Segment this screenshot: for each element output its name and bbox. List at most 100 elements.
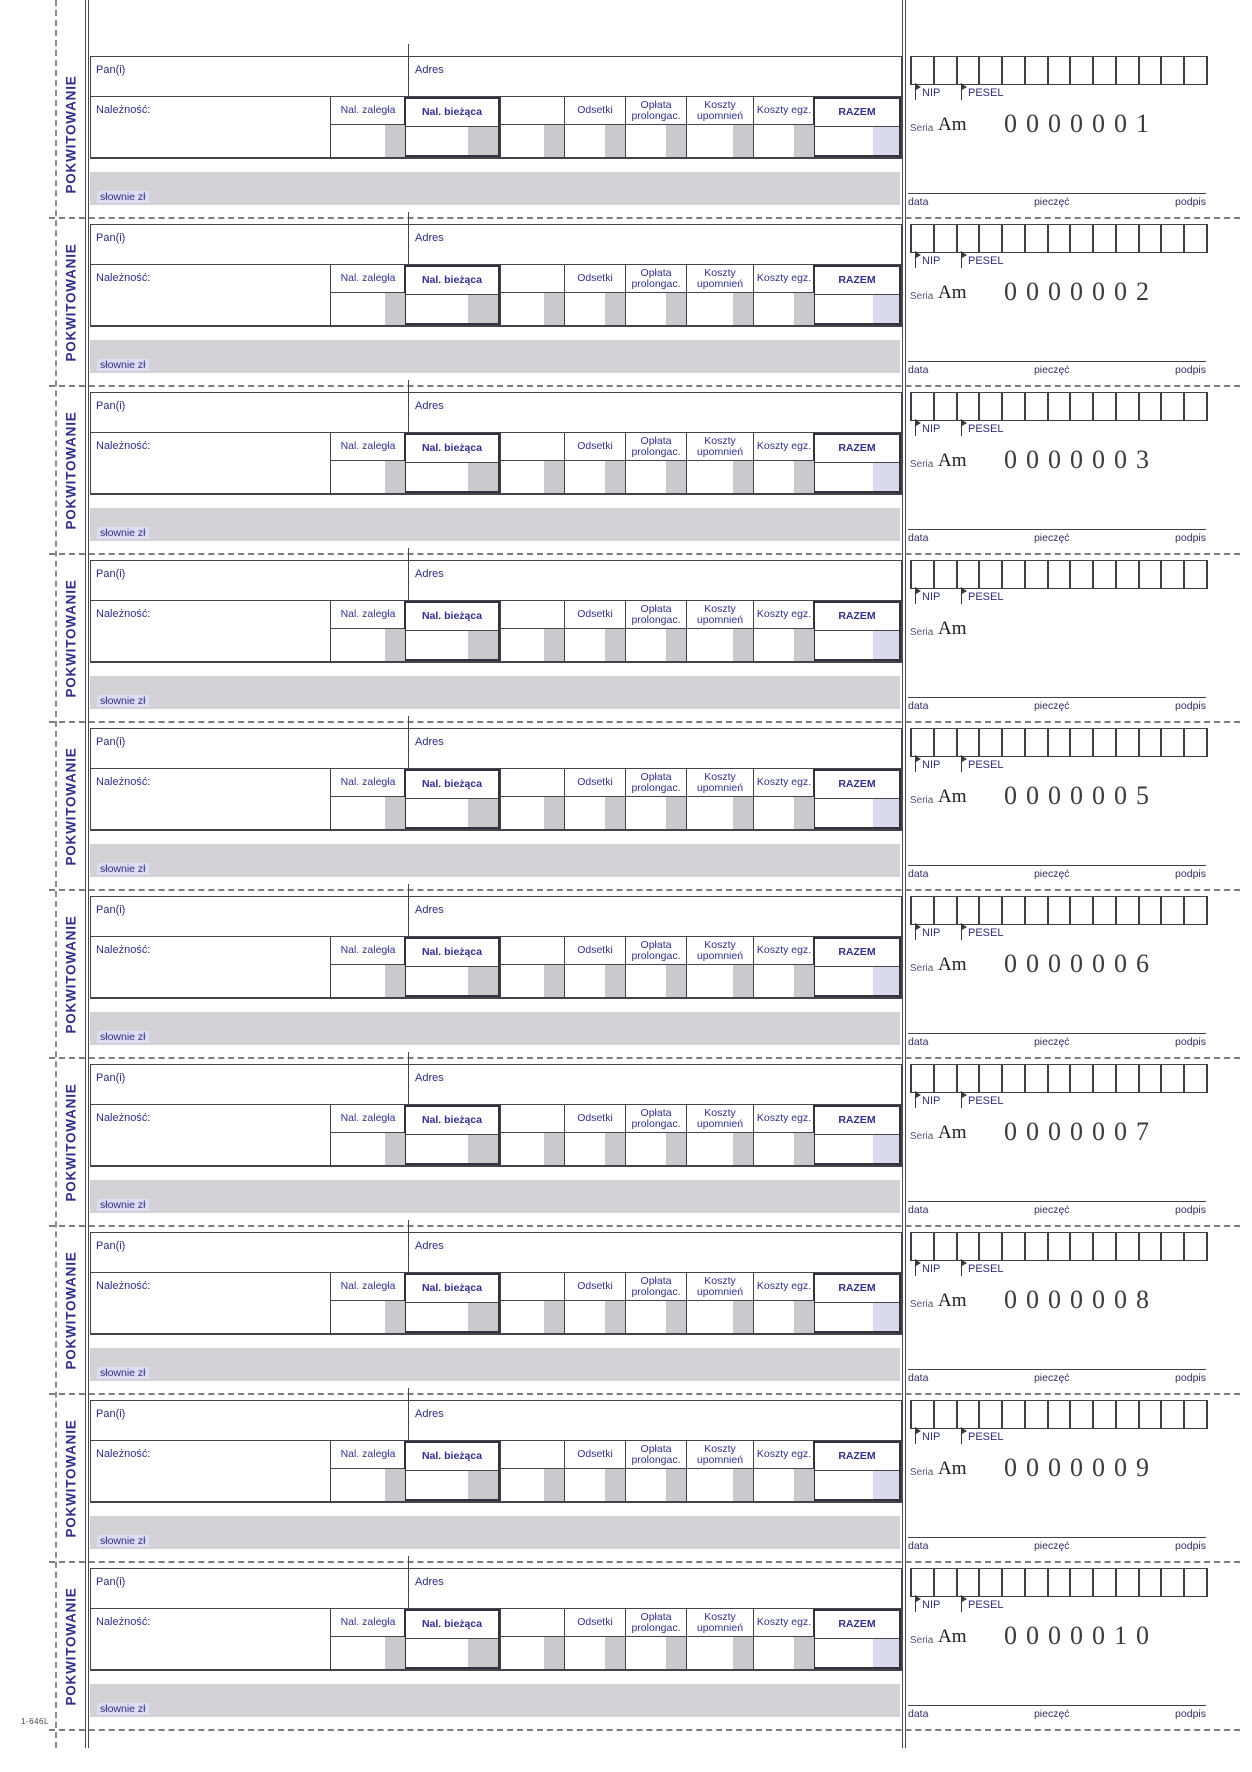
slownie-label: słownie zł <box>97 1535 149 1547</box>
name-address-row: Pan(i) Adres <box>91 44 901 97</box>
grosze-shade <box>794 461 814 493</box>
col-header: Koszty upomnień <box>687 1609 753 1637</box>
digit-box <box>935 1233 958 1260</box>
digit-box <box>1094 1065 1117 1092</box>
digit-box <box>1071 561 1095 588</box>
digit-box <box>958 1065 981 1092</box>
digit-box <box>1185 1569 1208 1596</box>
slownie-band: słownie zł <box>90 172 900 205</box>
grosze-shade <box>544 125 564 157</box>
grosze-shade <box>468 1471 498 1499</box>
podpis-label: podpis <box>1175 700 1206 712</box>
col-value-cell <box>754 293 814 325</box>
adres-field: Adres <box>408 380 901 432</box>
col-koszty-upomnien: Koszty upomnień <box>686 1441 753 1501</box>
naleznosc-label: Należność: <box>96 440 151 452</box>
col-header: Nal. bieżąca <box>406 1443 498 1471</box>
col-value-cell <box>331 461 405 493</box>
serial-number: 0000009 <box>1004 1453 1158 1482</box>
grosze-shade <box>468 463 498 491</box>
footer-labels: data pieczęć podpis <box>908 1204 1206 1216</box>
receipt-strip: POKWITOWANIE Pan(i) Adres Należność: Nal… <box>0 1052 1252 1227</box>
pesel-label: PESEL <box>961 1259 1003 1276</box>
nip-start-tick <box>915 83 916 100</box>
col-header: Odsetki <box>565 433 625 461</box>
col-header: Nal. bieżąca <box>406 435 498 463</box>
grosze-shade <box>544 461 564 493</box>
col-value-cell <box>754 797 814 829</box>
pan-field: Pan(i) <box>91 561 408 600</box>
pan-label: Pan(i) <box>96 1408 126 1420</box>
pesel-label: PESEL <box>961 419 1003 436</box>
col-header <box>501 937 564 965</box>
nip-start-arrow-icon <box>916 756 921 762</box>
grosze-shade <box>873 1639 899 1667</box>
col-value-cell <box>687 125 753 157</box>
pan-label: Pan(i) <box>96 568 126 580</box>
col-value-cell <box>754 629 814 661</box>
digit-box <box>980 729 1004 756</box>
pesel-start-tick <box>961 1427 962 1444</box>
digit-box <box>1162 729 1186 756</box>
amount-columns: Nal. zaległa Nal. bieżąca Odsetki <box>330 937 901 997</box>
col-odsetki: Odsetki <box>564 1609 625 1669</box>
signature-line <box>908 1201 1206 1202</box>
pesel-start-tick <box>961 587 962 604</box>
pan-label: Pan(i) <box>96 1240 126 1252</box>
receipt-table: Pan(i) Adres Należność: Nal. zaległa Nal… <box>90 884 902 999</box>
digit-box <box>1003 57 1026 84</box>
digit-box <box>1003 561 1026 588</box>
nip-pesel-labels: NIP PESEL <box>910 251 1206 274</box>
digit-box <box>958 729 981 756</box>
seria-label: Seria <box>910 627 934 638</box>
col-value-cell <box>331 965 405 997</box>
col-value-cell <box>626 629 686 661</box>
nip-label: NIP <box>915 251 940 268</box>
footer-labels: data pieczęć podpis <box>908 700 1206 712</box>
digit-box <box>1049 897 1072 924</box>
col-oplata-prolongac: Opłata prolongac. <box>625 1273 686 1333</box>
pieczec-label: pieczęć <box>1033 1708 1070 1720</box>
digit-box <box>1049 1401 1072 1428</box>
pieczec-label: pieczęć <box>1033 700 1070 712</box>
slownie-band: słownie zł <box>90 508 900 541</box>
pesel-start-tick <box>961 755 962 772</box>
col-value-cell <box>565 1469 625 1501</box>
nip-pesel-labels: NIP PESEL <box>910 83 1206 106</box>
amount-columns: Nal. zaległa Nal. bieżąca Odsetki <box>330 769 901 829</box>
grosze-shade <box>733 965 753 997</box>
digit-box <box>1049 729 1072 756</box>
grosze-shade <box>733 125 753 157</box>
grosze-shade <box>666 797 686 829</box>
grosze-shade <box>605 965 625 997</box>
grosze-shade <box>733 293 753 325</box>
digit-box <box>1071 225 1095 252</box>
col-header: Opłata prolongac. <box>626 433 686 461</box>
grosze-shade <box>605 293 625 325</box>
receipt-table: Pan(i) Adres Należność: Nal. zaległa Nal… <box>90 1388 902 1503</box>
pesel-start-arrow-icon <box>962 420 967 426</box>
digit-box <box>1071 897 1095 924</box>
nip-pesel-digit-boxes <box>910 224 1208 253</box>
grosze-shade <box>794 293 814 325</box>
col-header: Nal. zaległa <box>331 265 405 293</box>
amounts-row: Należność: Nal. zaległa Nal. bieżąca <box>91 97 901 157</box>
adres-field: Adres <box>408 548 901 600</box>
digit-box <box>958 225 981 252</box>
col-koszty-egz: Koszty egz. <box>753 1609 814 1669</box>
digit-box <box>1026 1065 1049 1092</box>
digit-box <box>958 1401 981 1428</box>
digit-box <box>1094 1569 1117 1596</box>
col-unlabeled <box>500 1609 564 1669</box>
digit-box <box>1117 897 1140 924</box>
col-header <box>501 1609 564 1637</box>
col-value-cell <box>331 1133 405 1165</box>
stub-label: POKWITOWANIE <box>57 218 85 386</box>
pokwitowanie-label: POKWITOWANIE <box>63 1082 79 1202</box>
digit-box <box>935 1065 958 1092</box>
digit-box <box>1003 393 1026 420</box>
digit-box <box>1117 1233 1140 1260</box>
serial-number: 0000005 <box>1004 781 1158 810</box>
col-value-cell <box>626 125 686 157</box>
pesel-start-tick <box>961 83 962 100</box>
